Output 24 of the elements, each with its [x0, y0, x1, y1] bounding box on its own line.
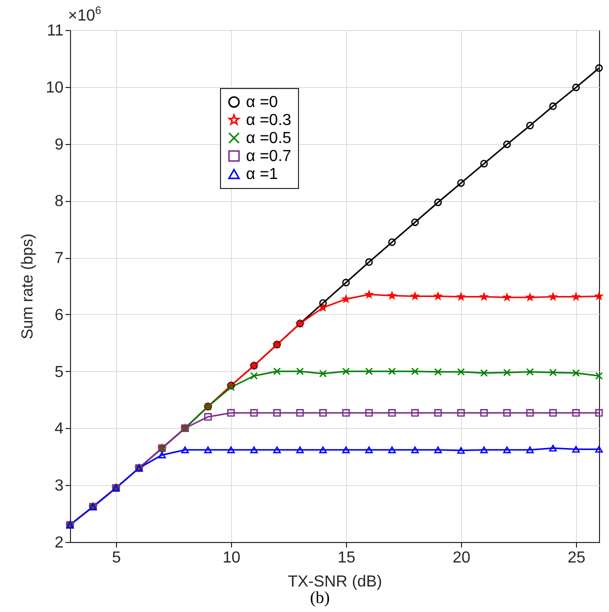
y-tick-label: 6 [54, 306, 64, 324]
text: ×10$^{6}$ [68, 5, 102, 26]
y-tick-label: 8 [54, 193, 64, 210]
y-tick-label: 10 [46, 79, 64, 96]
y-tick-label: 4 [54, 420, 64, 438]
y-tick-label: 9 [54, 136, 64, 154]
legend-label: α =0 [246, 94, 278, 111]
y-tick-label: 2 [54, 534, 64, 552]
legend-label: α =0.7 [246, 148, 292, 165]
x-axis-title: TX-SNR (dB) [288, 574, 382, 590]
y-tick-label: 11 [46, 22, 64, 40]
x-tick-label: 20 [452, 550, 470, 566]
text: (b) [310, 588, 330, 608]
y-tick-label: 5 [54, 364, 64, 381]
x-tick-label: 10 [222, 550, 240, 566]
x-tick-label: 15 [338, 550, 356, 566]
x-tick-label: 5 [112, 550, 122, 566]
legend-label: α =1 [246, 166, 278, 183]
legend-label: α =0.5 [246, 130, 292, 147]
legend-label: α =0.3 [246, 112, 292, 129]
y-axis-title: Sum rate (bps) [20, 234, 37, 340]
y-tick-label: 7 [54, 250, 64, 268]
x-tick-label: 25 [568, 550, 586, 566]
y-tick-label: 3 [54, 478, 64, 495]
